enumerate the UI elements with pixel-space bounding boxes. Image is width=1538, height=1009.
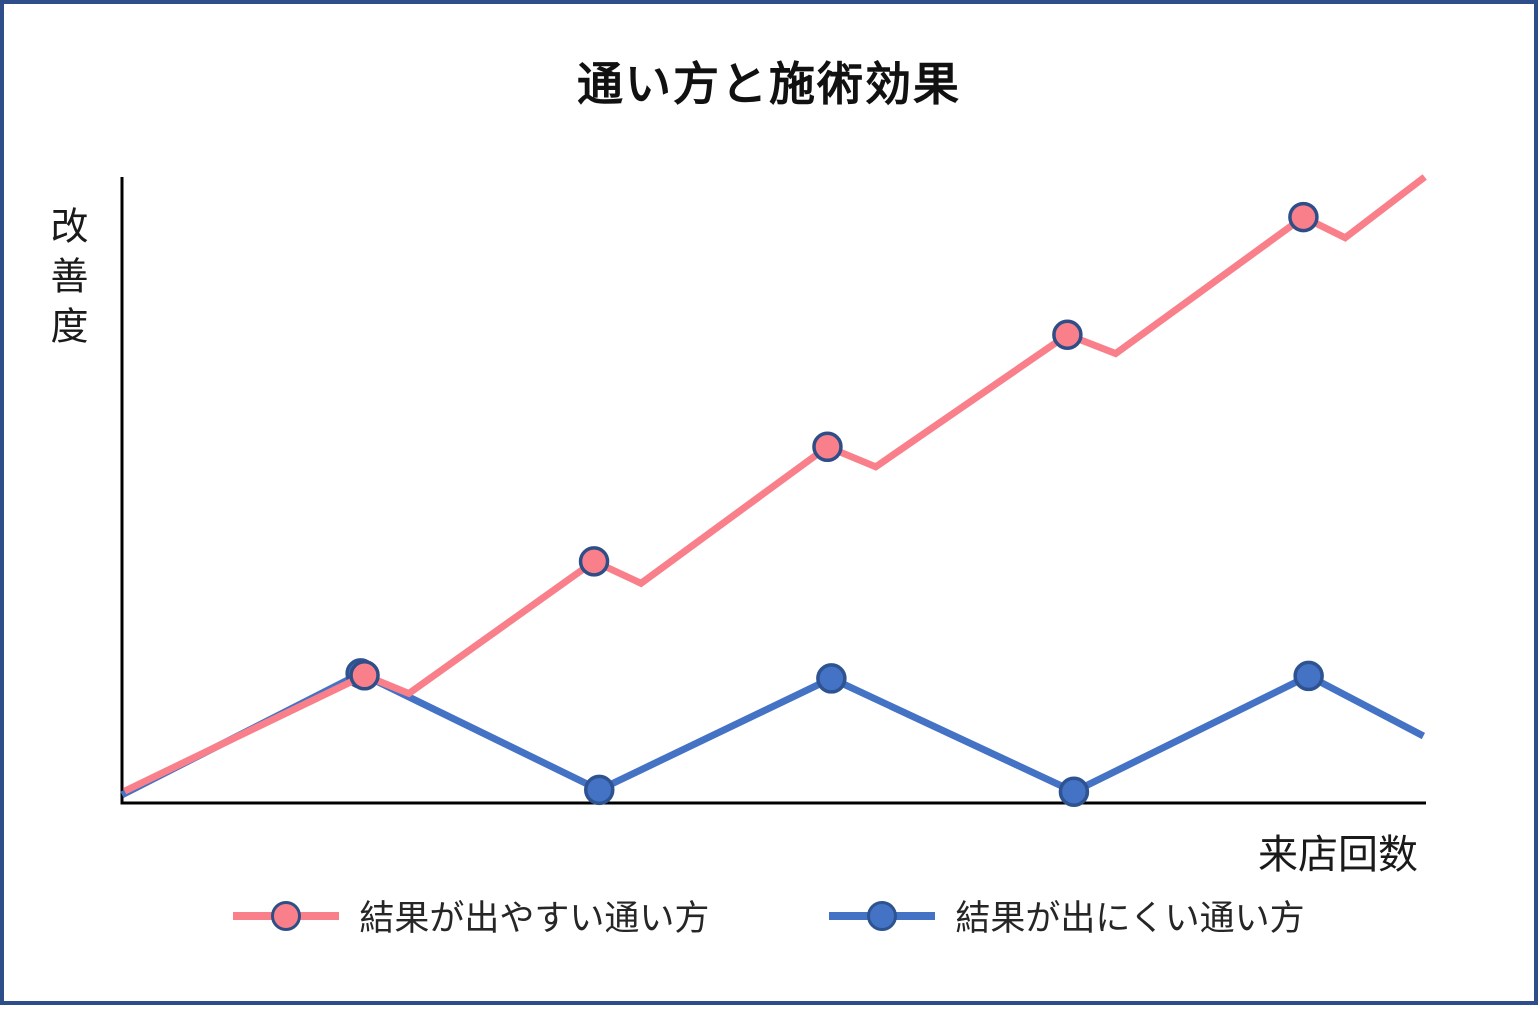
series-marker [349, 660, 380, 691]
series-marker [816, 663, 847, 694]
series-marker [1288, 201, 1319, 233]
legend-item-ineffective: 結果が出にくい通い方 [829, 890, 1305, 941]
series-line [123, 174, 1427, 795]
series-marker [1058, 776, 1090, 807]
legend-swatch-ineffective [829, 900, 936, 932]
chart-title: 通い方と施術効果 [577, 58, 961, 110]
series-marker [1052, 319, 1083, 351]
legend-marker-icon [867, 900, 898, 931]
legend-label-ineffective: 結果が出にくい通い方 [955, 899, 1305, 938]
legend-item-effective: 結果が出やすい通い方 [233, 890, 709, 941]
legend-marker-icon [271, 900, 302, 931]
series-marker [812, 431, 843, 463]
y-axis-label: 改善度 [44, 206, 86, 356]
chart-canvas [120, 174, 1427, 807]
x-axis-label: 来店回数 [1258, 833, 1418, 877]
chart-legend: 結果が出やすい通い方 結果が出にくい通い方 [4, 890, 1534, 941]
legend-label-effective: 結果が出やすい通い方 [359, 899, 710, 938]
series-marker [578, 546, 610, 577]
series-line [120, 669, 1426, 798]
series-marker [584, 774, 615, 806]
legend-swatch-effective [233, 900, 340, 932]
series-marker [1293, 660, 1324, 692]
